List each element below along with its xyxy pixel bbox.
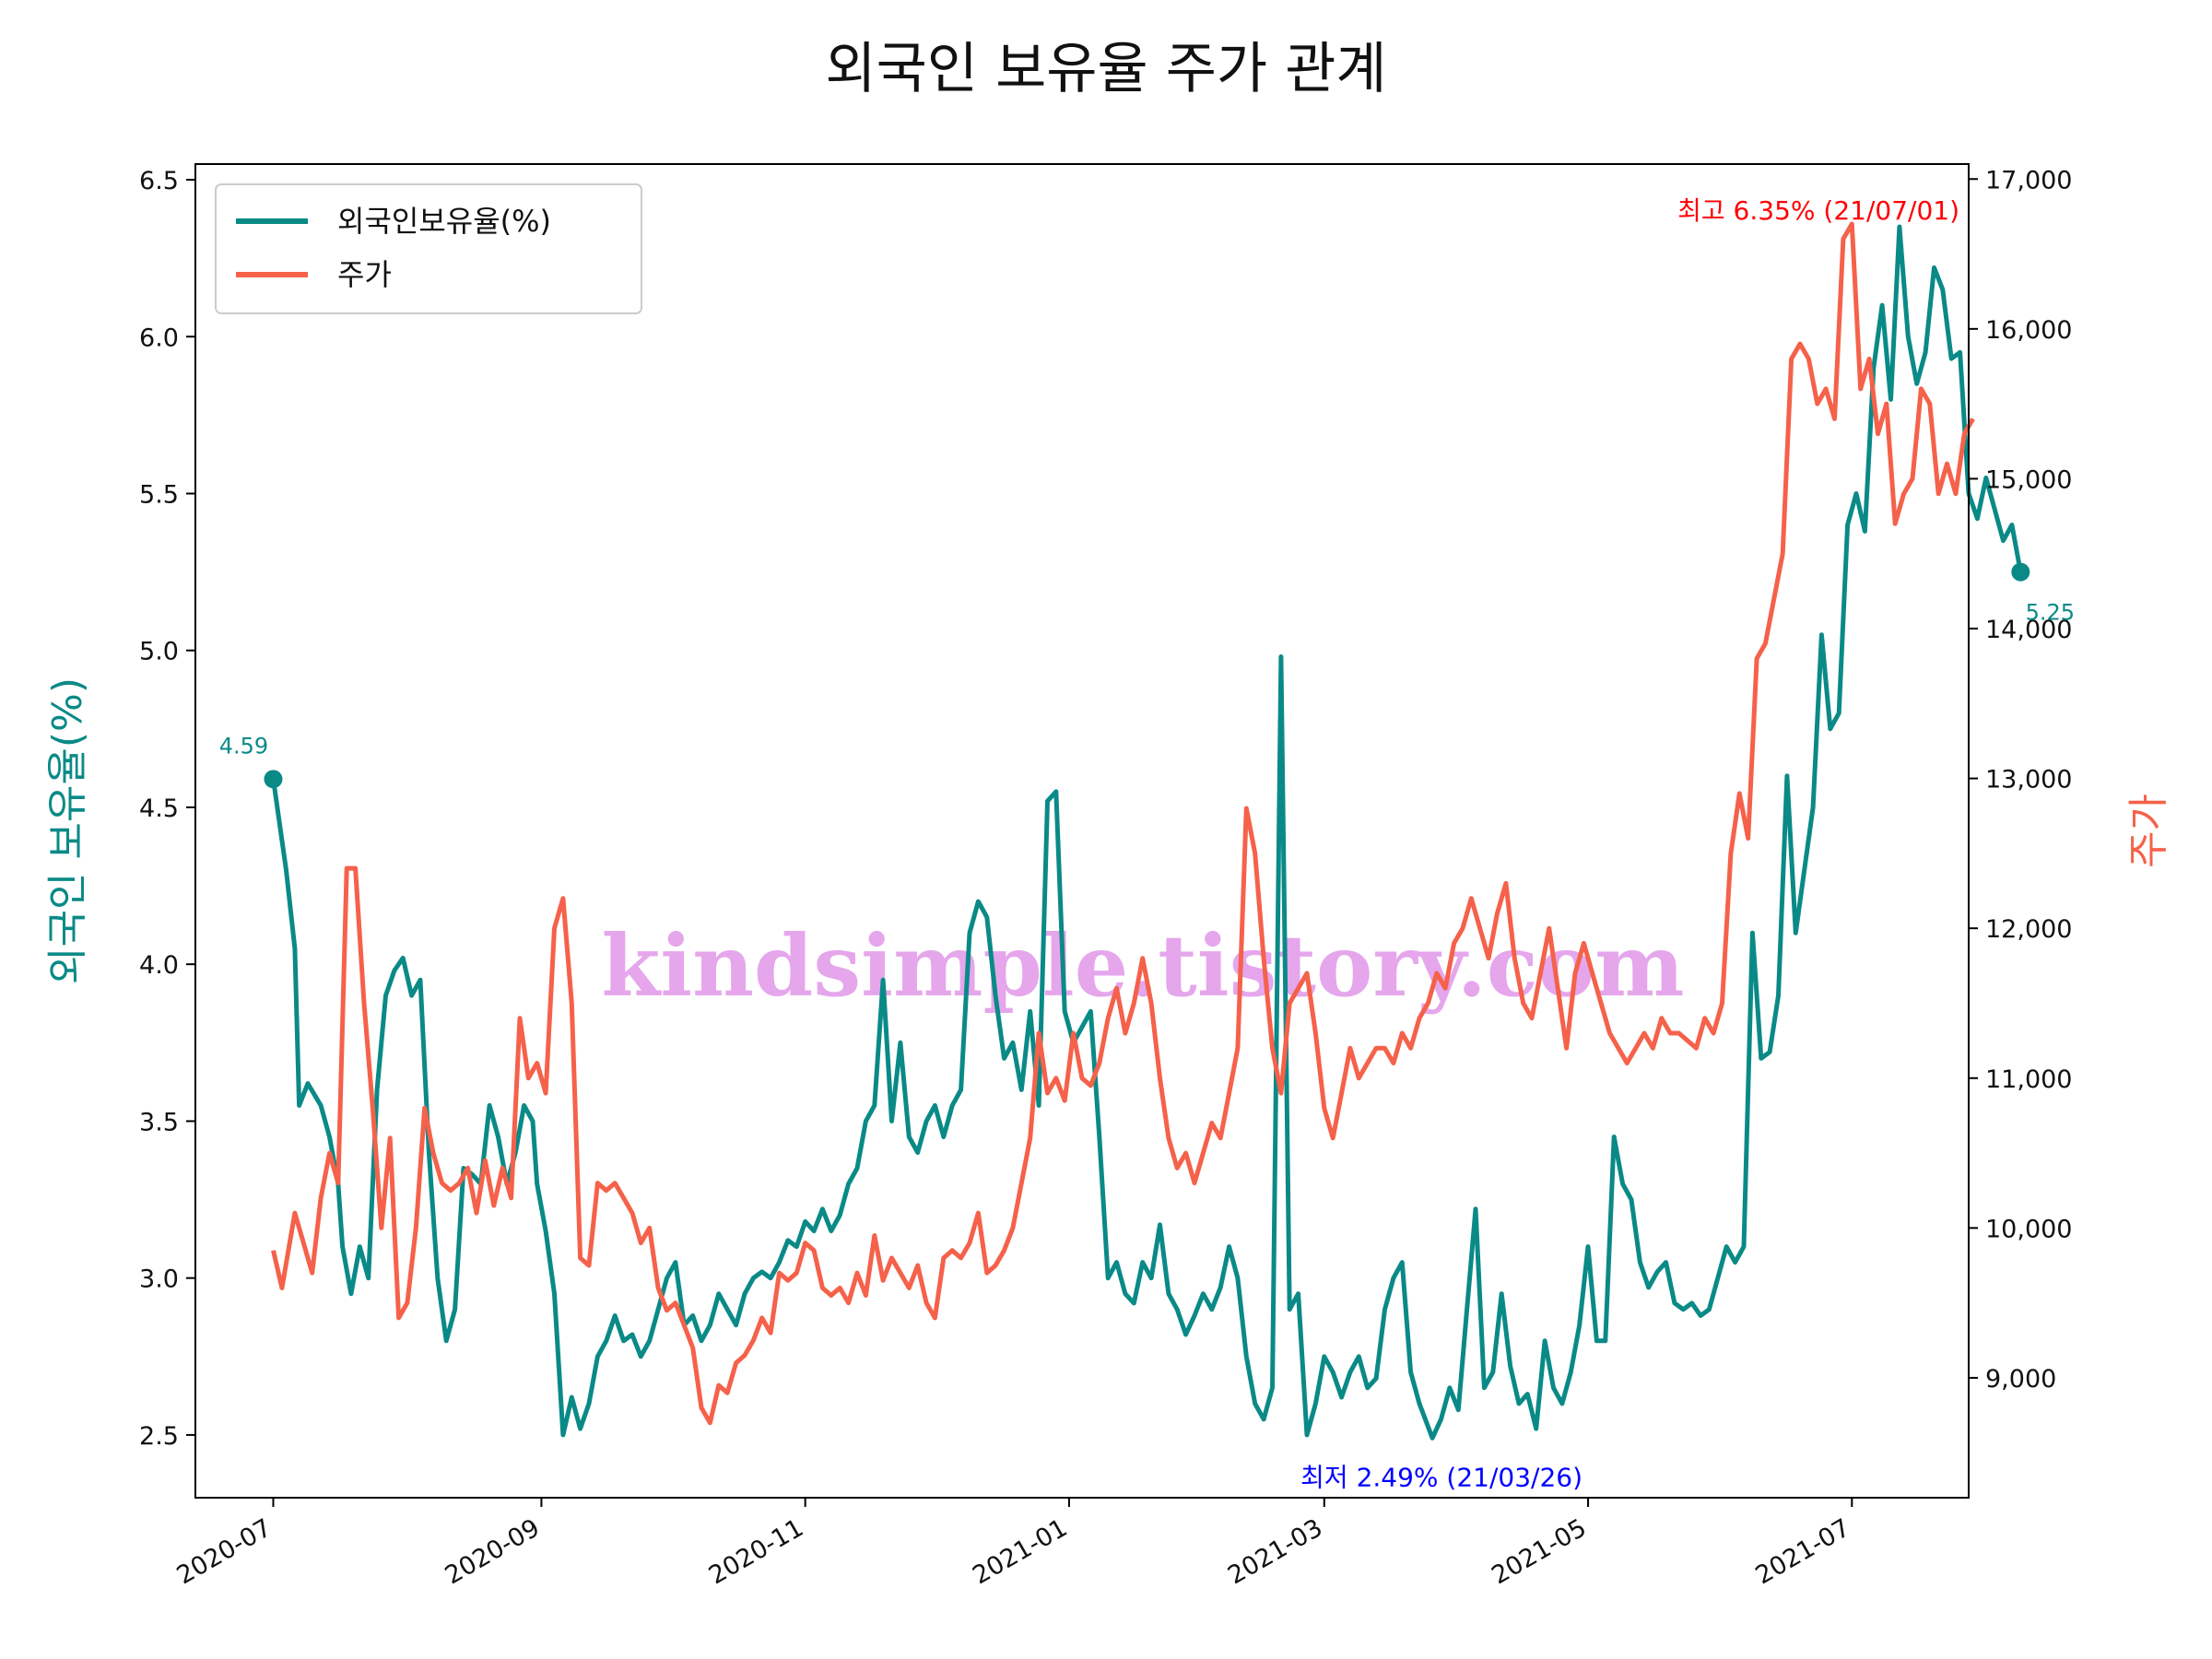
end-value-label: 5.25 xyxy=(2026,600,2075,626)
start-point-marker xyxy=(264,770,283,789)
y-left-tick-label: 6.0 xyxy=(139,324,179,352)
legend-box xyxy=(215,183,642,314)
y-right-tick-label: 11,000 xyxy=(1985,1065,2072,1094)
max-annotation: 최고 6.35% (21/07/01) xyxy=(1677,195,1959,226)
chart-title: 외국인 보유율 주가 관계 xyxy=(825,37,1386,101)
y-left-tick-label: 3.0 xyxy=(139,1265,179,1294)
legend-label-price: 주가 xyxy=(337,257,392,292)
y-right-tick-label: 15,000 xyxy=(1985,465,2072,494)
y-right-tick-label: 13,000 xyxy=(1985,766,2072,794)
x-tick-label: 2020-11 xyxy=(704,1513,808,1590)
y-axis-left-label: 외국인 보유율(%) xyxy=(44,677,91,984)
x-axis: 2020-07 2020-09 2020-11 2021-01 2021-03 2021-… xyxy=(172,1498,1855,1590)
min-annotation: 최저 2.49% (21/03/26) xyxy=(1300,1462,1583,1492)
y-right-tick-label: 14,000 xyxy=(1985,616,2072,644)
start-value-label: 4.59 xyxy=(219,733,268,759)
y-left-tick-label: 5.0 xyxy=(139,638,179,666)
y-left-tick-label: 3.5 xyxy=(139,1108,179,1136)
y-axis-left: 2.5 3.0 3.5 4.0 4.5 5.0 5.5 6.0 6.5 xyxy=(139,167,195,1451)
y-left-tick-label: 4.0 xyxy=(139,951,179,980)
annotations: 최고 6.35% (21/07/01) 최저 2.49% (21/03/26) … xyxy=(219,195,2075,1492)
x-tick-label: 2021-01 xyxy=(968,1513,1072,1590)
y-axis-right: 9,000 10,000 11,000 12,000 13,000 14,000 15,00… xyxy=(1969,166,2072,1394)
y-right-tick-label: 10,000 xyxy=(1985,1215,2072,1243)
end-point-marker xyxy=(2011,562,2030,582)
plot-area xyxy=(194,163,1970,1499)
y-left-tick-label: 6.5 xyxy=(139,167,179,195)
y-left-tick-label: 5.5 xyxy=(139,480,179,509)
y-left-tick-label: 2.5 xyxy=(139,1422,179,1451)
legend: 외국인보유율(%) 주가 xyxy=(215,183,642,314)
y-right-tick-label: 17,000 xyxy=(1985,166,2072,194)
x-tick-label: 2021-05 xyxy=(1487,1513,1591,1590)
y-right-tick-label: 9,000 xyxy=(1985,1365,2056,1394)
series-layer xyxy=(264,221,2030,1441)
x-tick-label: 2021-03 xyxy=(1223,1513,1327,1590)
legend-label-ownership: 외국인보유율(%) xyxy=(337,204,551,239)
x-tick-label: 2021-07 xyxy=(1751,1513,1855,1590)
series-line-price xyxy=(271,221,1975,1426)
y-right-tick-label: 16,000 xyxy=(1985,316,2072,345)
x-tick-label: 2020-09 xyxy=(441,1513,545,1590)
series-line-ownership xyxy=(271,224,2023,1441)
y-right-tick-label: 12,000 xyxy=(1985,915,2072,944)
y-axis-right-label: 주가 xyxy=(2125,794,2172,868)
x-tick-label: 2020-07 xyxy=(172,1513,276,1590)
y-left-tick-label: 4.5 xyxy=(139,794,179,823)
